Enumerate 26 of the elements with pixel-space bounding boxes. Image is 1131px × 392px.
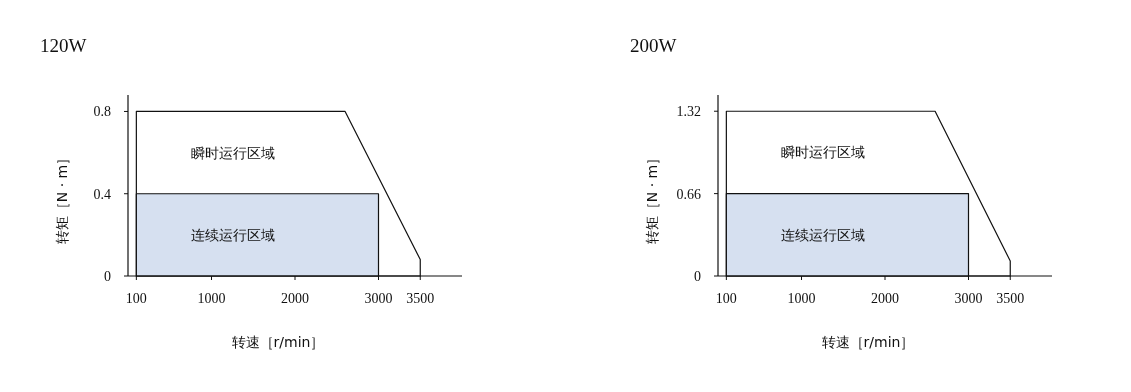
y-tick-label: 0 — [694, 269, 701, 284]
x-tick-label: 1000 — [787, 291, 816, 306]
y-tick-label: 0.66 — [676, 186, 701, 202]
x-tick-label: 2000 — [281, 291, 309, 306]
x-tick-label: 100 — [125, 291, 147, 306]
chart-title: 200W — [630, 35, 677, 56]
x-tick-label: 1000 — [197, 291, 226, 306]
series-label: 瞬时运行区域 — [781, 144, 866, 161]
x-tick-label: 3500 — [406, 291, 435, 306]
x-axis-title: 转速［r/min］ — [231, 334, 325, 350]
series-label: 连续运行区域 — [781, 226, 866, 243]
x-tick-label: 3000 — [364, 291, 393, 306]
series-label: 瞬时运行区域 — [191, 144, 276, 161]
y-tick-label: 1.32 — [676, 104, 701, 120]
x-tick-label: 100 — [715, 291, 737, 306]
y-axis-title: 转矩［N · m］ — [54, 150, 70, 245]
x-tick-label: 3000 — [954, 291, 983, 306]
x-tick-label: 3500 — [996, 291, 1025, 306]
y-tick-label: 0 — [104, 269, 111, 284]
chart-title: 120W — [40, 35, 87, 56]
y-tick-label: 0.4 — [93, 186, 111, 202]
series-label: 连续运行区域 — [191, 226, 276, 243]
x-axis-title: 转速［r/min］ — [821, 334, 915, 350]
x-tick-label: 2000 — [871, 291, 899, 306]
y-tick-label: 0.8 — [93, 104, 111, 120]
y-axis-title: 转矩［N · m］ — [644, 150, 660, 245]
